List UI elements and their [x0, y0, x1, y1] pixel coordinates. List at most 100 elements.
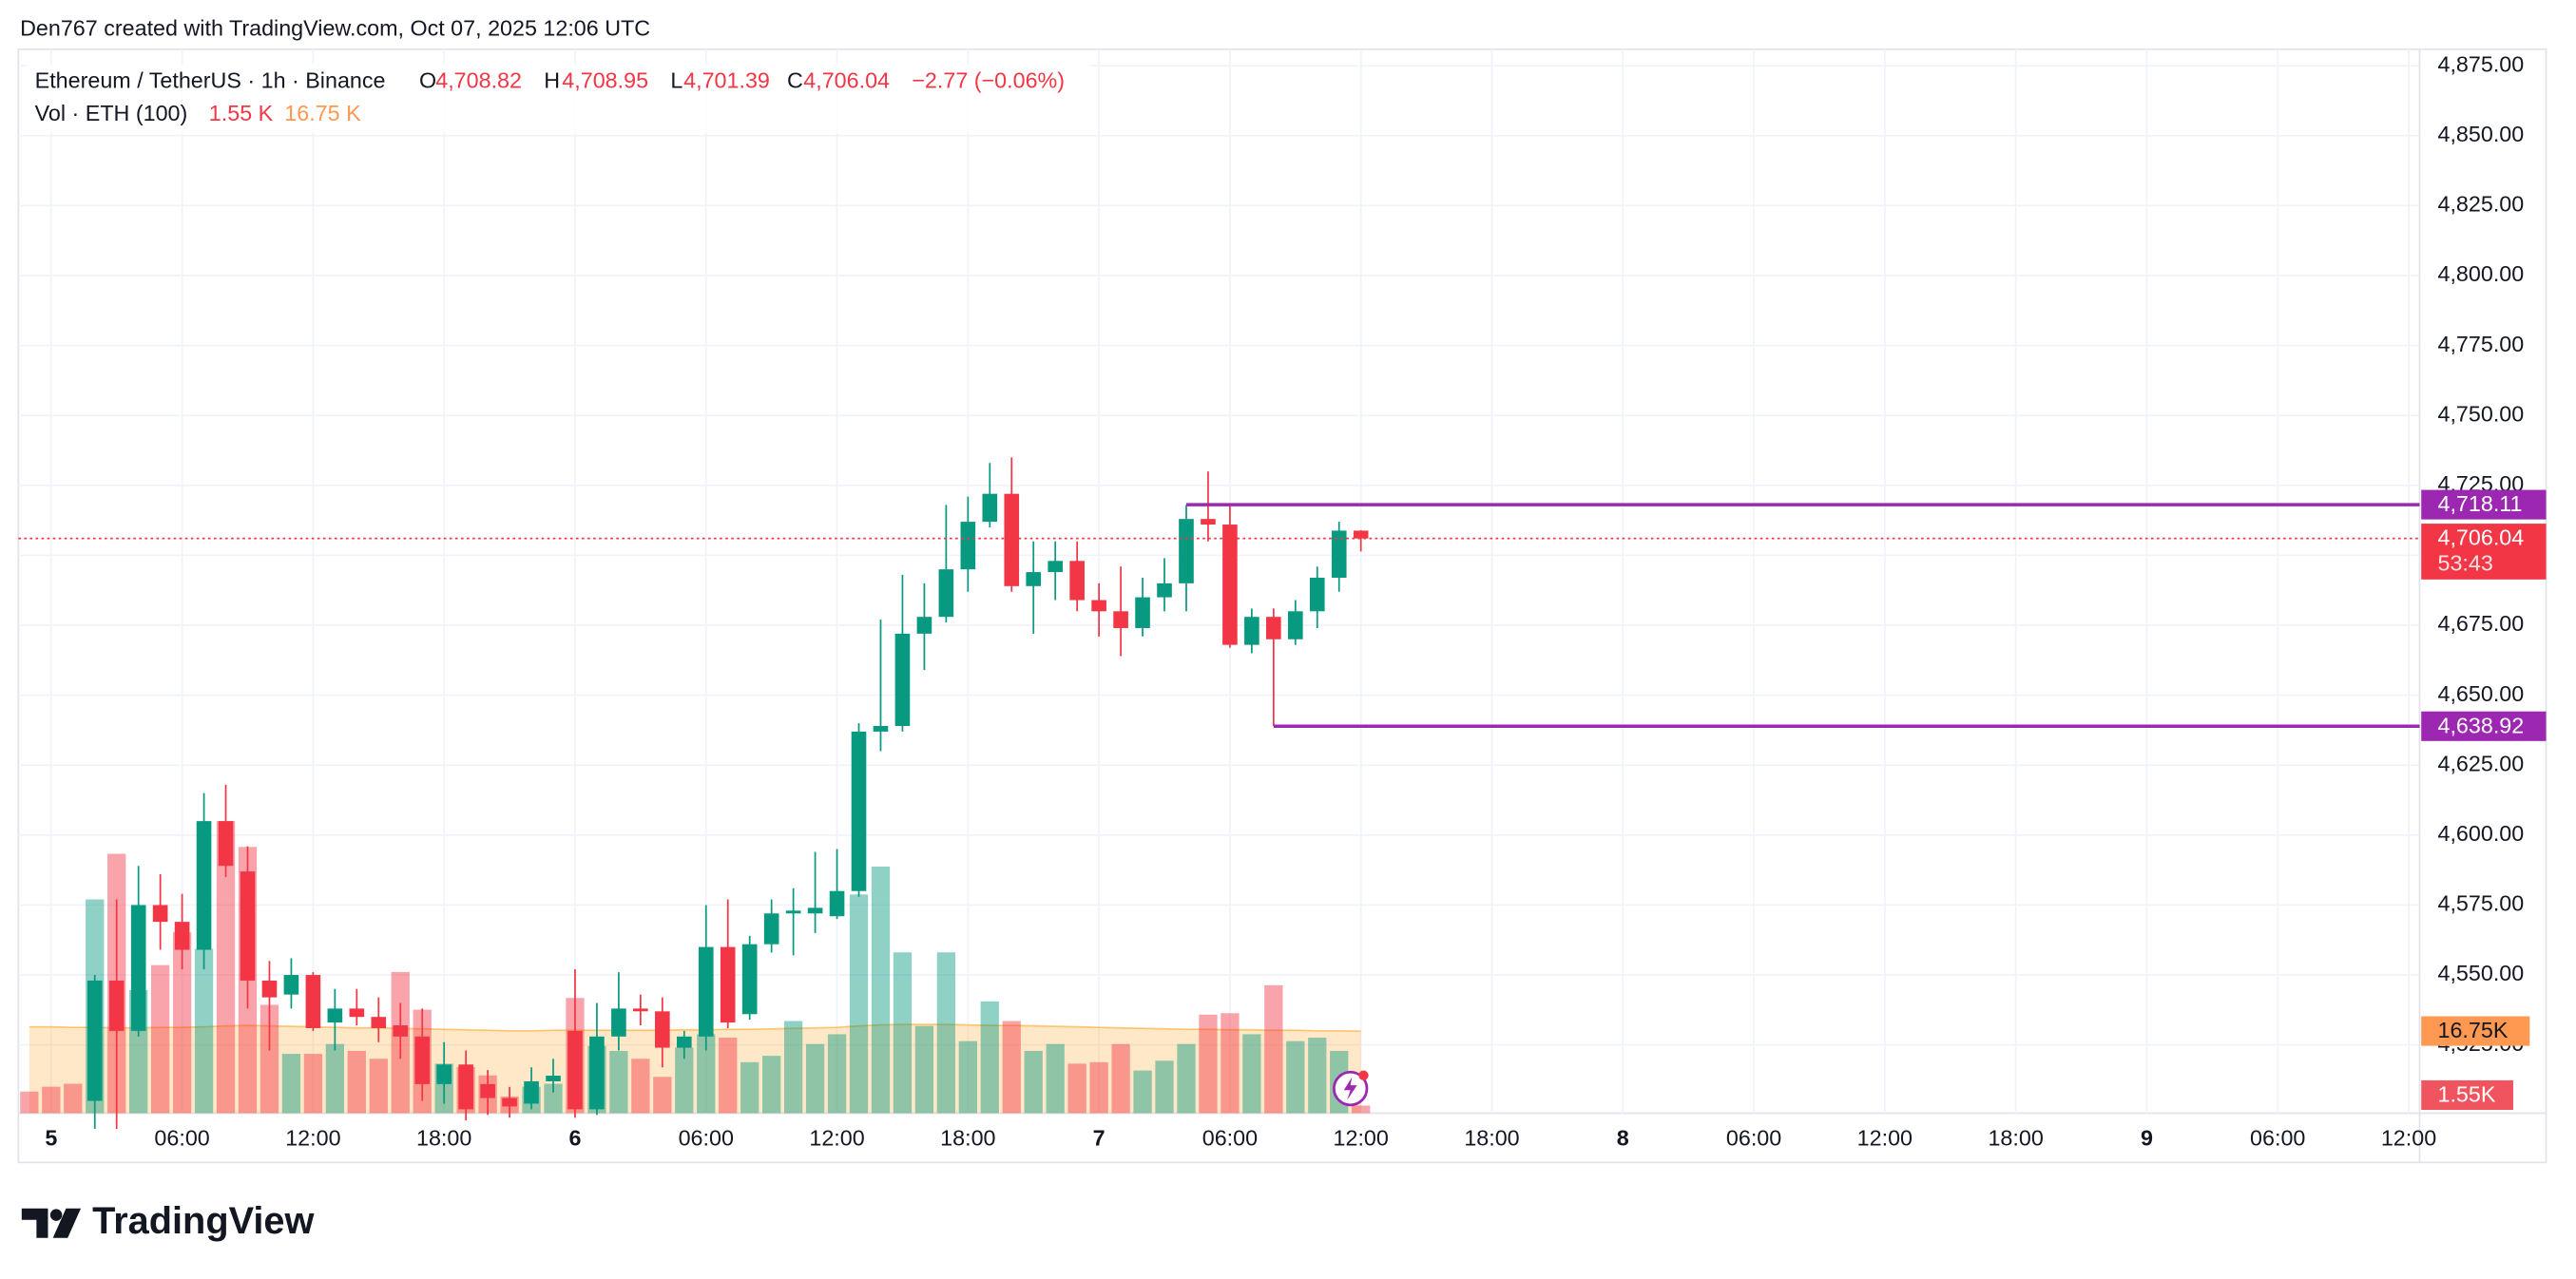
- y-tick-label: 4,675.00: [2437, 611, 2524, 636]
- candle-body: [414, 1036, 431, 1084]
- candle-body: [174, 922, 190, 950]
- candle-body: [1287, 611, 1303, 640]
- legend: Ethereum / TetherUS · 1h · Binance O 4,7…: [27, 64, 1091, 133]
- candle-body: [108, 980, 125, 1031]
- candle-body: [1113, 611, 1128, 628]
- volume-bar: [1264, 984, 1283, 1114]
- volume-bar: [871, 866, 891, 1114]
- candle-body: [633, 1008, 648, 1012]
- volume-tag-bg: [2421, 1079, 2513, 1111]
- candle-body: [196, 821, 212, 950]
- ohlc-key: O: [419, 68, 436, 93]
- volume-bar: [827, 1034, 847, 1114]
- volume-bar: [64, 1083, 83, 1114]
- volume-bar: [150, 964, 170, 1114]
- volume-bar: [544, 1083, 563, 1114]
- level-label-bg: [2421, 489, 2547, 520]
- candle-body: [807, 907, 823, 914]
- volume-ma-tag-bg: [2421, 1016, 2530, 1046]
- x-tick-label: 12:00: [1334, 1125, 1389, 1150]
- candle-body: [349, 1008, 365, 1018]
- volume-bar: [172, 932, 192, 1114]
- candle-body: [785, 910, 801, 914]
- volume-bar: [958, 1040, 977, 1114]
- y-tick-label: 4,825.00: [2437, 192, 2524, 217]
- volume-bar: [783, 1021, 803, 1114]
- candle-body: [851, 731, 867, 891]
- volume-bar: [1089, 1061, 1108, 1114]
- candle-body: [611, 1008, 626, 1037]
- volume-bar: [849, 894, 869, 1114]
- icon: [1343, 1077, 1357, 1100]
- y-tick-label: 4,575.00: [2437, 891, 2524, 916]
- ohlc-value: 4,701.39: [683, 68, 770, 93]
- volume-bar: [1352, 1105, 1371, 1114]
- candle-body: [546, 1076, 561, 1081]
- candle-body: [130, 905, 146, 1031]
- volume-bar: [631, 1059, 650, 1114]
- candle-body: [1135, 597, 1150, 628]
- x-tick-label: 7: [1093, 1125, 1105, 1150]
- volume-bar: [762, 1056, 781, 1114]
- legend-bg: [27, 64, 1091, 133]
- y-tick-label: 4,550.00: [2437, 961, 2524, 985]
- candle-body: [1331, 530, 1347, 578]
- volume-bar: [216, 820, 236, 1114]
- ohlc-key: H: [544, 68, 560, 93]
- volume-bar: [936, 952, 956, 1114]
- plot: 5 06:00 12:00 18:00 6 06:00 12:00 18:00 7 06:00 12…: [18, 48, 2547, 1150]
- candle-body: [240, 871, 256, 981]
- candle-body: [720, 946, 736, 1023]
- volume-bar: [1199, 1014, 1218, 1114]
- volume-bar: [653, 1077, 672, 1114]
- candle-body: [1266, 617, 1281, 640]
- candle-body: [371, 1017, 387, 1028]
- candle-body: [502, 1098, 517, 1107]
- x-tick-label: 12:00: [809, 1125, 864, 1150]
- volume-bar: [1221, 1013, 1240, 1114]
- candle-body: [327, 1008, 343, 1023]
- y-tick-label: 4,650.00: [2437, 681, 2524, 706]
- candle-body: [436, 1064, 452, 1084]
- volume-ma-line: [29, 1023, 1361, 1032]
- ohlc-value: 4,708.82: [435, 68, 522, 93]
- volume-bar: [281, 1054, 301, 1114]
- y-tick-label: 4,600.00: [2437, 821, 2524, 846]
- candle-body: [283, 975, 299, 995]
- candle-body: [1179, 519, 1194, 583]
- candle-body: [458, 1064, 473, 1110]
- volume-bar: [697, 1034, 716, 1114]
- volume-tag: 1.55K: [2437, 1082, 2495, 1107]
- candle-body: [152, 905, 168, 923]
- volume-bar: [740, 1061, 759, 1114]
- ohlc-key: L: [670, 68, 682, 93]
- volume-bar: [675, 1047, 694, 1114]
- x-tick-label: 18:00: [1988, 1125, 2043, 1150]
- candle-body: [1026, 572, 1042, 586]
- candle-body: [1048, 561, 1064, 573]
- volume-bar: [369, 1059, 388, 1114]
- y-tick-label: 4,875.00: [2437, 51, 2524, 76]
- candle-body: [982, 493, 998, 523]
- candle-body: [305, 975, 321, 1028]
- level-label-bg: [2421, 711, 2547, 741]
- candle-body: [916, 617, 932, 634]
- spark-icon: [1332, 1070, 1369, 1107]
- volume-bar: [1067, 1063, 1086, 1114]
- price-tag: 4,706.04: [2437, 525, 2524, 550]
- frame: [17, 48, 2547, 1164]
- candle-body: [261, 980, 278, 998]
- candle-body: [873, 726, 889, 732]
- candle-body: [1157, 582, 1172, 598]
- x-tick-label: 5: [45, 1125, 57, 1150]
- x-tick-label: 06:00: [679, 1125, 734, 1150]
- y-tick-label: 4,625.00: [2437, 751, 2524, 775]
- candle-body: [741, 944, 758, 1015]
- candle-body: [763, 913, 779, 945]
- candle-body: [1069, 561, 1085, 601]
- volume-bar: [1286, 1040, 1305, 1114]
- volume-bar: [805, 1043, 825, 1114]
- candle-body: [1201, 519, 1216, 525]
- x-tick-label: 18:00: [1464, 1125, 1519, 1150]
- volume-bar: [893, 952, 913, 1114]
